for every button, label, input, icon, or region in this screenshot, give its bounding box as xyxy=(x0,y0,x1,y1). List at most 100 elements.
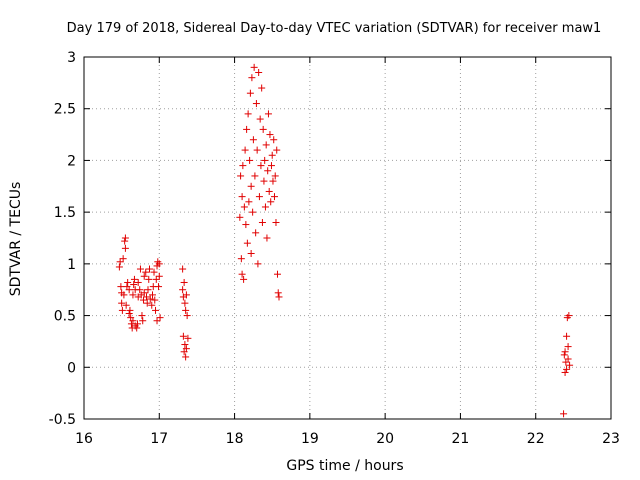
data-point xyxy=(259,125,267,133)
data-point xyxy=(142,268,150,276)
data-point xyxy=(273,270,281,278)
data-point xyxy=(144,286,152,294)
data-point xyxy=(560,410,568,418)
data-point xyxy=(129,291,137,299)
data-point xyxy=(241,146,249,154)
data-point xyxy=(181,299,189,307)
data-point xyxy=(155,283,163,291)
data-point xyxy=(182,291,190,299)
data-point xyxy=(267,198,275,206)
data-point xyxy=(148,301,156,309)
data-point xyxy=(247,182,255,190)
data-point xyxy=(246,89,254,97)
grid xyxy=(84,57,611,419)
data-point xyxy=(142,293,150,301)
data-point xyxy=(145,275,153,283)
data-point xyxy=(275,293,283,301)
data-point xyxy=(125,286,133,294)
data-point xyxy=(254,260,262,268)
data-point xyxy=(563,365,571,373)
data-point xyxy=(120,291,128,299)
data-point xyxy=(266,131,274,139)
data-point xyxy=(139,317,147,325)
x-tick-label: 23 xyxy=(602,431,620,447)
data-point xyxy=(152,275,160,283)
data-point xyxy=(237,255,245,263)
y-tick-label: 0.5 xyxy=(54,309,76,325)
data-point xyxy=(264,110,272,118)
x-axis-label: GPS time / hours xyxy=(286,458,403,474)
data-point xyxy=(119,255,127,263)
data-point xyxy=(117,283,125,291)
chart-title: Day 179 of 2018, Sidereal Day-to-day VTE… xyxy=(67,21,602,36)
data-point xyxy=(133,324,141,332)
data-point xyxy=(563,332,571,340)
data-point xyxy=(236,213,244,221)
data-point xyxy=(255,69,263,77)
x-tick-label: 17 xyxy=(150,431,168,447)
axis-ticks xyxy=(83,56,612,420)
data-point xyxy=(565,312,573,320)
data-point xyxy=(181,341,189,349)
data-point xyxy=(258,218,266,226)
data-point xyxy=(122,301,130,309)
data-point xyxy=(566,361,574,369)
data-point xyxy=(156,314,164,322)
data-point xyxy=(560,351,568,359)
data-point xyxy=(274,289,282,297)
data-point xyxy=(179,265,187,273)
data-point xyxy=(253,146,261,154)
x-tick-label: 22 xyxy=(527,431,545,447)
y-tick-label: 1 xyxy=(67,257,76,273)
x-tick-label: 19 xyxy=(301,431,319,447)
data-point xyxy=(252,229,260,237)
data-point xyxy=(243,125,251,133)
data-point xyxy=(272,218,280,226)
data-point xyxy=(153,317,161,325)
data-point xyxy=(152,306,160,314)
data-point xyxy=(268,151,276,159)
data-point xyxy=(133,320,141,328)
data-point xyxy=(124,278,132,286)
data-point xyxy=(151,296,159,304)
plot-frame xyxy=(83,56,612,420)
data-point xyxy=(564,355,572,363)
data-point xyxy=(140,272,148,280)
data-point xyxy=(129,317,137,325)
y-tick-label: 0 xyxy=(67,360,76,376)
data-point xyxy=(564,343,572,351)
x-tick-label: 16 xyxy=(75,431,93,447)
data-point xyxy=(182,353,190,361)
data-point xyxy=(140,289,148,297)
data-point xyxy=(263,234,271,242)
x-tick-labels: 16 17 18 19 20 21 22 23 xyxy=(75,431,620,447)
data-point xyxy=(240,203,248,211)
y-tick-label: -0.5 xyxy=(49,412,76,428)
data-point xyxy=(242,221,250,229)
data-point xyxy=(130,281,138,289)
data-point xyxy=(265,187,273,195)
data-point xyxy=(183,312,191,320)
data-point xyxy=(247,250,255,258)
data-point xyxy=(273,146,281,154)
data-point xyxy=(121,237,129,245)
data-point xyxy=(118,299,126,307)
data-point xyxy=(258,84,266,92)
data-point xyxy=(138,312,146,320)
data-point xyxy=(179,332,187,340)
data-point xyxy=(116,258,124,266)
data-point xyxy=(248,74,256,82)
data-point xyxy=(237,172,245,180)
data-point xyxy=(155,272,163,280)
data-point xyxy=(270,136,278,144)
data-point xyxy=(150,268,158,276)
data-point xyxy=(146,295,154,303)
data-point xyxy=(134,278,142,286)
data-point xyxy=(180,278,188,286)
data-point xyxy=(182,345,190,353)
data-point xyxy=(244,110,252,118)
data-point xyxy=(139,296,147,304)
data-point xyxy=(149,291,157,299)
data-point xyxy=(240,275,248,283)
data-points xyxy=(115,63,574,418)
